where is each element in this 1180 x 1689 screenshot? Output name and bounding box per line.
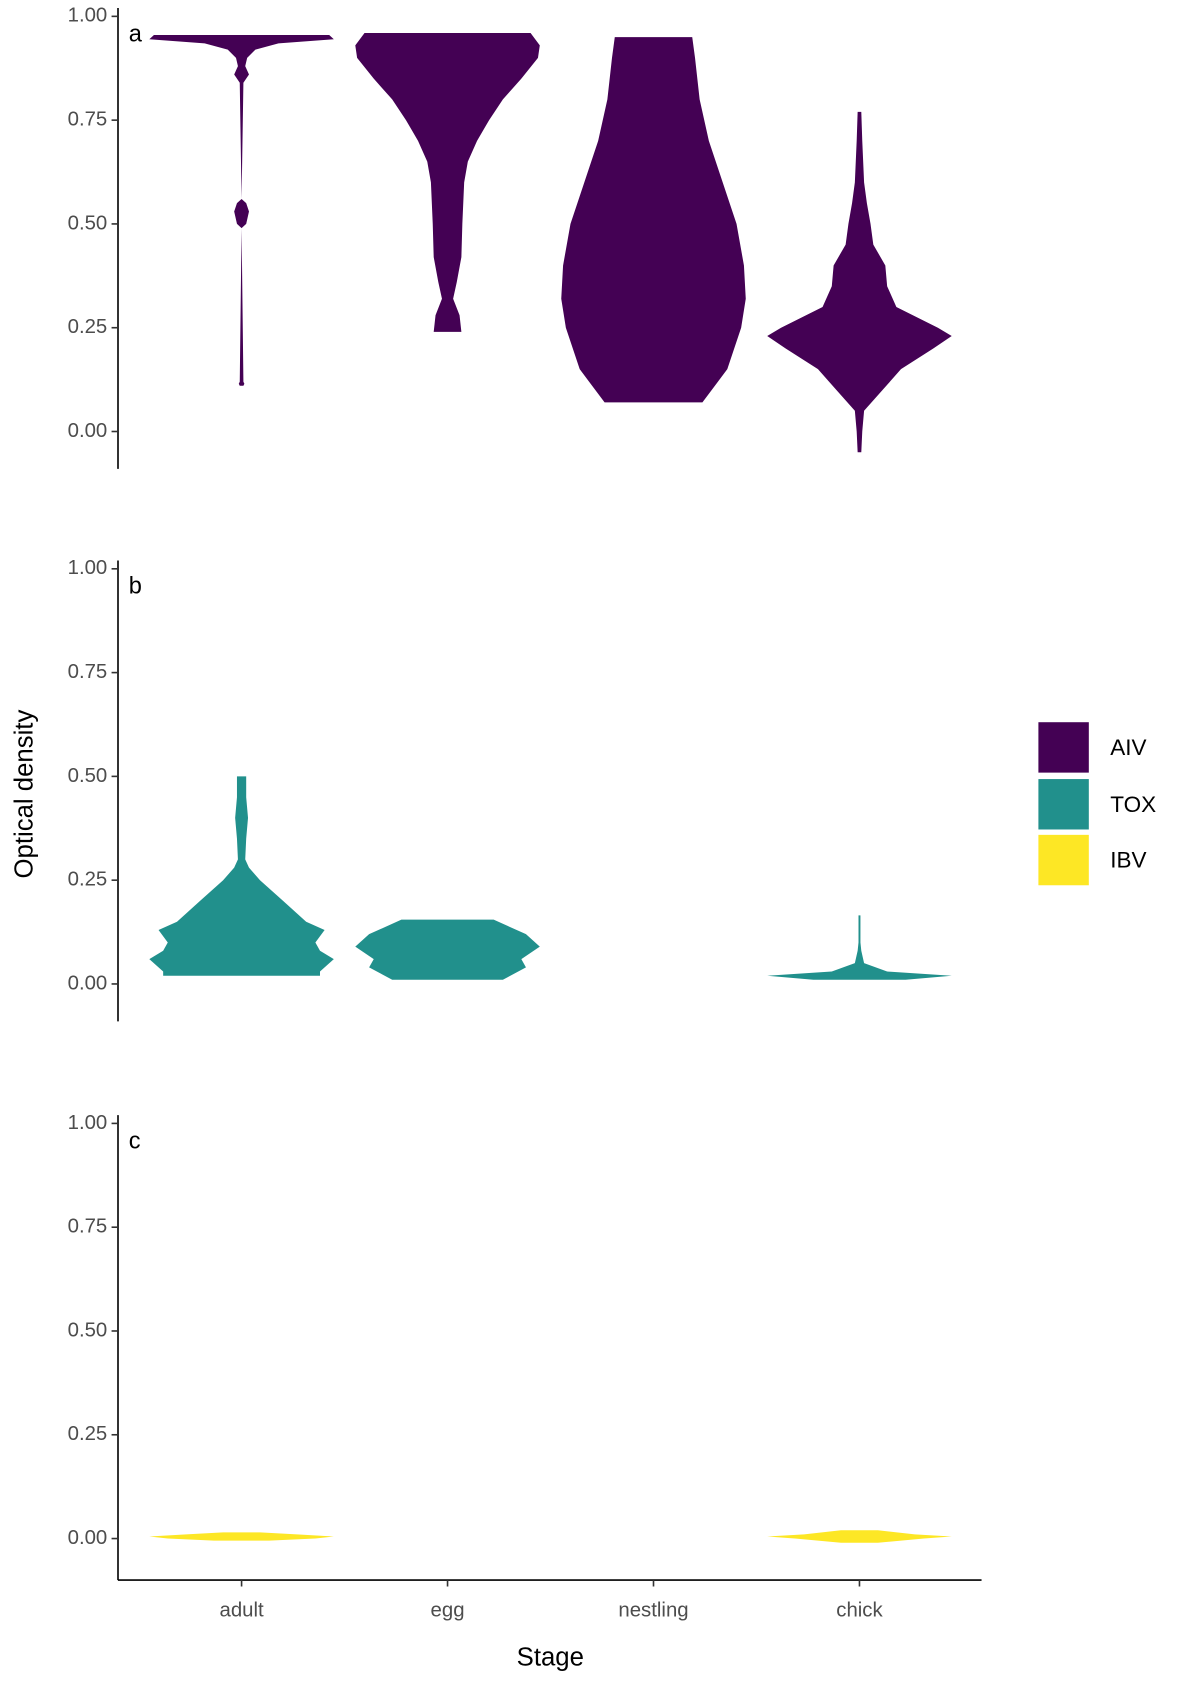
violin <box>149 1532 334 1541</box>
x-tick-label: nestling <box>618 1600 688 1622</box>
y-tick-label: 0.25 <box>68 316 108 338</box>
y-tick-label: 1.00 <box>68 557 108 579</box>
x-axis-label: Stage <box>517 1643 584 1671</box>
y-tick-label: 0.00 <box>68 420 108 442</box>
y-tick-label: 0.50 <box>68 1319 108 1341</box>
violin <box>355 919 540 980</box>
y-tick-label: 0.75 <box>68 1216 108 1238</box>
y-tick-label: 1.00 <box>68 1112 108 1134</box>
panel-label: a <box>129 21 143 47</box>
y-tick-label: 1.00 <box>68 5 108 27</box>
violin <box>355 32 540 332</box>
y-tick-label: 0.75 <box>68 661 108 683</box>
legend-label: TOX <box>1110 792 1156 817</box>
y-tick-label: 0.00 <box>68 1527 108 1549</box>
y-tick-label: 0.25 <box>68 869 108 891</box>
violin <box>767 1530 952 1543</box>
legend-key <box>1038 779 1089 830</box>
panel-label: c <box>129 1128 141 1154</box>
violin <box>561 37 746 403</box>
y-tick-label: 0.75 <box>68 109 108 131</box>
y-tick-label: 0.50 <box>68 765 108 787</box>
legend-key <box>1038 834 1089 886</box>
y-tick-label: 0.00 <box>68 972 108 994</box>
violin <box>149 35 334 386</box>
x-tick-label: egg <box>431 1600 465 1622</box>
legend-key <box>1038 722 1089 773</box>
x-tick-label: adult <box>219 1600 264 1622</box>
violin <box>767 111 952 453</box>
violin <box>149 776 334 976</box>
y-tick-label: 0.25 <box>68 1423 108 1445</box>
panel-label: b <box>129 574 142 600</box>
violin <box>767 915 952 980</box>
legend-label: IBV <box>1110 848 1146 873</box>
x-tick-label: chick <box>836 1600 883 1622</box>
y-axis-label: Optical density <box>11 710 39 879</box>
legend-label: AIV <box>1110 735 1146 760</box>
y-tick-label: 0.50 <box>68 212 108 234</box>
